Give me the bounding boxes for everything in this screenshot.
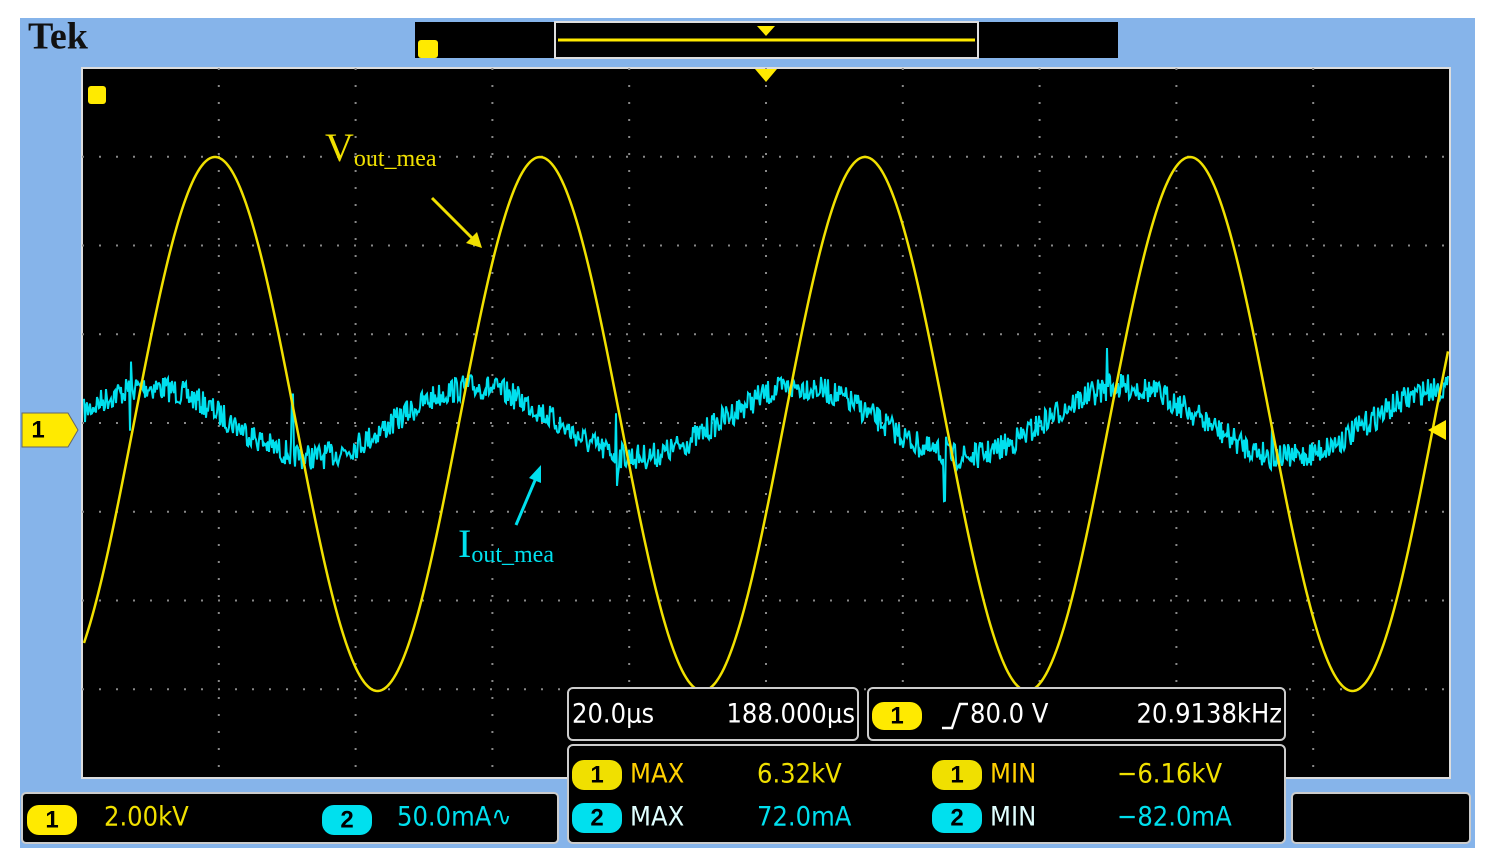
iout-sub: out_mea (471, 542, 554, 568)
meas-type: MIN (990, 759, 1036, 790)
meas-type: MAX (630, 802, 684, 833)
vertical-panel (21, 792, 559, 844)
aux-panel (1291, 792, 1471, 844)
vout-arrowhead (466, 232, 482, 248)
meas-channel: 2 (590, 804, 603, 831)
meas-channel: 1 (590, 761, 603, 788)
trigger-badge-label: 1 (890, 702, 903, 729)
ch2-badge (322, 805, 372, 835)
ch1-marker-label: 1 (31, 416, 44, 443)
t-marker (418, 40, 438, 58)
ch1-badge (27, 805, 77, 835)
meas-badge (932, 760, 982, 790)
ch1-waveform (82, 155, 1450, 693)
meas-badge (572, 803, 622, 833)
iout-label: Iout_mea (458, 521, 554, 567)
vout-sub: out_mea (354, 146, 437, 172)
rising-edge-icon (942, 702, 968, 730)
time-position: 188.000µs (726, 699, 855, 730)
meas-channel: 2 (950, 804, 963, 831)
measurement-panel (567, 744, 1286, 844)
meas-value: 6.32kV (757, 759, 842, 790)
iout-arrowhead (529, 465, 541, 483)
trigger-panel (867, 687, 1286, 741)
trigger-frequency: 20.9138kHz (1136, 699, 1282, 730)
ch2-scale: 50.0mA∿ (397, 802, 512, 833)
meas-type: MIN (990, 802, 1036, 833)
t-marker-2 (88, 86, 106, 104)
ch2-waveform (83, 347, 1449, 503)
meas-badge (932, 803, 982, 833)
trigger-pos-mark (757, 26, 775, 36)
meas-badge (572, 760, 622, 790)
time-scale: 20.0µs (572, 699, 654, 730)
trigger-badge (872, 702, 922, 730)
brand: Tek (28, 16, 89, 58)
ch1-scale: 2.00kV (104, 802, 189, 833)
vout-main: V (325, 125, 354, 170)
meas-type: MAX (630, 759, 684, 790)
iout-main: I (458, 521, 471, 566)
vout-arrow (430, 196, 476, 242)
measurements: 1 MAX 6.32kV 1 MIN −6.16kV 2 MAX 72.0mA 2 MIN −82.0… (572, 759, 1232, 833)
trigger-level: 80.0 V (970, 699, 1049, 730)
timebase-panel (567, 687, 859, 741)
ch2-badge-label: 2 (340, 806, 353, 833)
trigger-marker (755, 69, 777, 82)
record-window (554, 21, 979, 59)
ch1-badge-label: 1 (45, 806, 58, 833)
meas-value: −6.16kV (1117, 759, 1222, 790)
meas-value: 72.0mA (757, 802, 852, 833)
vout-label: Vout_mea (325, 125, 437, 171)
meas-channel: 1 (950, 761, 963, 788)
iout-arrow (514, 477, 538, 526)
meas-value: −82.0mA (1117, 802, 1232, 833)
trigger-level-marker (1428, 420, 1446, 440)
ch1-marker (21, 412, 79, 448)
